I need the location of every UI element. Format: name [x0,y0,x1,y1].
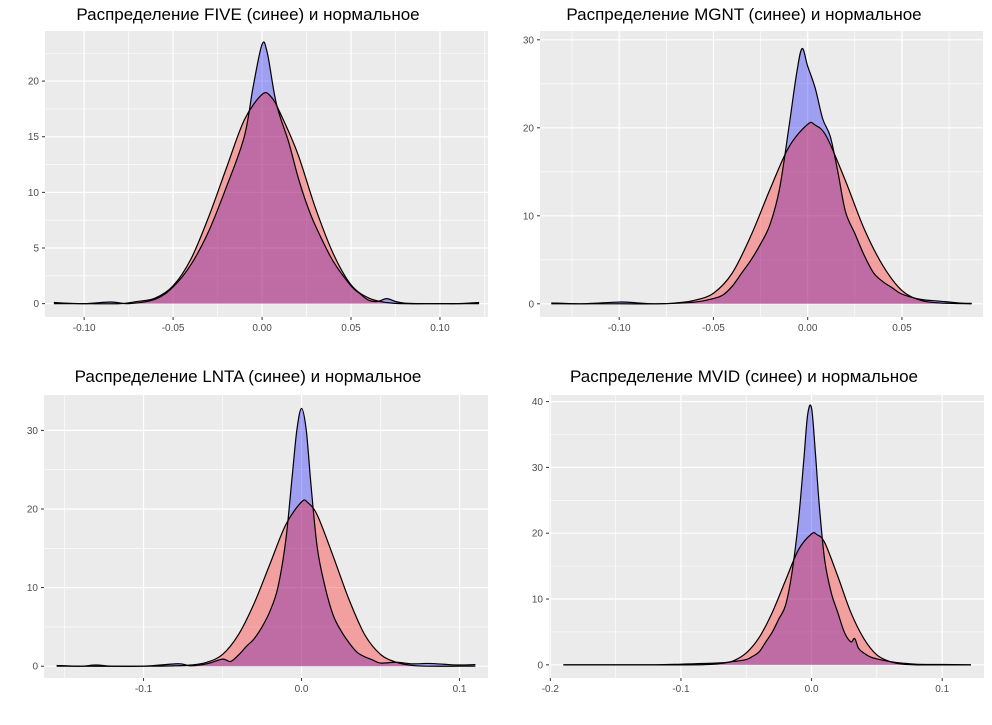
x-tick-label: -0.1 [135,684,153,695]
density-outline-normal [53,92,480,305]
x-tick-label: -0.2 [542,684,560,695]
density-area-normal [53,92,480,304]
x-tick-label: 0.1 [935,684,949,695]
y-tick-label: 0 [32,662,38,673]
chart-panel-mvid: Распределение MVID (синее) и нормальное … [496,362,992,725]
y-tick-label: 20 [532,529,544,540]
density-area-empirical [53,41,480,304]
plot-background [540,31,983,317]
y-tick-label: 30 [523,35,535,46]
density-area-normal [56,499,476,667]
x-tick-label: 0.00 [252,323,272,334]
y-tick-label: 5 [33,244,39,255]
density-outline-empirical [56,407,476,668]
y-tick-label: 10 [532,595,544,606]
y-tick-label: 30 [27,426,39,437]
x-tick-label: -0.10 [73,323,96,334]
y-tick-label: 10 [28,188,40,199]
plot-background [44,395,488,678]
y-tick-label: 0 [33,299,39,310]
density-chart-five: -0.10 -0.05 0.00 0.05 0.10 0 5 10 15 20 [28,31,488,334]
y-tick-label: 40 [532,397,544,408]
density-area-normal [563,532,971,665]
grid-lines [45,31,488,317]
density-area-empirical [551,48,972,304]
y-tick-label: 0 [528,299,534,310]
density-outline-empirical [551,47,972,305]
chart-panel-lnta: Распределение LNTA (синее) и нормальное … [0,362,496,725]
y-tick-label: 30 [532,463,544,474]
y-tick-label: 0 [537,660,543,671]
chart-panel-five: Распределение FIVE (синее) и нормальное … [0,0,496,362]
plot-background [549,395,984,678]
x-tick-label: 0.10 [430,323,450,334]
y-tick-label: 20 [523,123,535,134]
y-tick-label: 10 [523,211,535,222]
y-tick-label: 20 [28,77,40,88]
x-tick-label: -0.1 [672,684,690,695]
x-tick-label: -0.05 [162,323,185,334]
y-tick-label: 15 [28,132,40,143]
density-chart-mvid: -0.2 -0.1 0.0 0.1 0 10 20 30 40 [532,395,984,695]
x-tick-label: 0.00 [798,323,818,334]
x-tick-label: 0.05 [341,323,361,334]
grid-lines [540,31,983,317]
density-area-normal [551,122,972,304]
chart-title: Распределение MGNT (синее) и нормальное [566,5,922,24]
x-tick-label: -0.10 [608,323,631,334]
y-tick-label: 20 [27,504,39,515]
chart-panel-mgnt: Распределение MGNT (синее) и нормальное … [496,0,992,362]
chart-title: Распределение LNTA (синее) и нормальное [74,367,422,386]
density-outline-empirical [563,404,971,666]
chart-title: Распределение MVID (синее) и нормальное [569,367,918,386]
plot-background [45,31,488,317]
x-tick-label: 0.0 [805,684,819,695]
density-chart-mgnt: -0.10 -0.05 0.00 0.05 0 10 20 30 [523,31,983,334]
density-outline-normal [56,499,476,667]
x-tick-label: 0.0 [295,684,309,695]
density-chart-lnta: -0.1 0.0 0.1 0 10 20 30 [27,395,488,695]
density-outline-empirical [53,41,480,305]
density-outline-normal [551,121,972,305]
y-tick-label: 10 [27,583,39,594]
chart-title: Распределение FIVE (синее) и нормальное [76,5,420,24]
density-outline-normal [563,531,971,666]
x-tick-label: 0.1 [453,684,467,695]
x-tick-label: 0.05 [892,323,912,334]
x-tick-label: -0.05 [702,323,725,334]
